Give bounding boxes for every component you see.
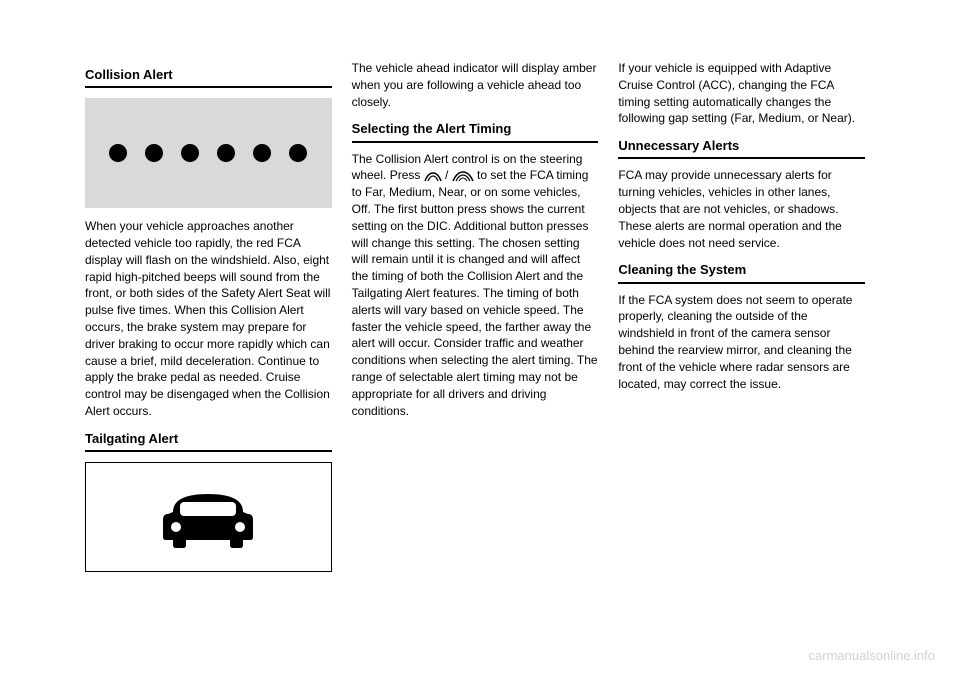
column-3: If your vehicle is equipped with Adaptiv… — [618, 60, 865, 582]
gap-increase-icon — [452, 170, 474, 182]
collision-alert-dots-figure — [85, 98, 332, 208]
icon-separator: / — [442, 168, 452, 182]
alert-timing-description: The Collision Alert control is on the st… — [352, 151, 599, 420]
timing-text-post: to set the FCA timing to Far, Medium, Ne… — [352, 168, 598, 417]
cleaning-system-text: If the FCA system does not seem to opera… — [618, 292, 865, 393]
tailgating-description: The vehicle ahead indicator will display… — [352, 60, 599, 110]
manual-page: Collision Alert When your vehicle approa… — [0, 0, 960, 632]
vehicle-ahead-icon — [158, 482, 258, 552]
alert-dot — [217, 144, 235, 162]
alert-dot — [289, 144, 307, 162]
tailgating-vehicle-figure — [85, 462, 332, 572]
alert-dot — [181, 144, 199, 162]
heading-alert-timing: Selecting the Alert Timing — [352, 120, 599, 142]
column-1: Collision Alert When your vehicle approa… — [85, 60, 332, 582]
acc-note: If your vehicle is equipped with Adaptiv… — [618, 60, 865, 127]
collision-alert-description: When your vehicle approaches another det… — [85, 218, 332, 420]
column-2: The vehicle ahead indicator will display… — [352, 60, 599, 582]
heading-unnecessary-alerts: Unnecessary Alerts — [618, 137, 865, 159]
heading-tailgating-alert: Tailgating Alert — [85, 430, 332, 452]
alert-dot — [109, 144, 127, 162]
watermark-text: carmanualsonline.info — [809, 648, 935, 663]
red-dots-row — [109, 144, 307, 162]
heading-cleaning-system: Cleaning the System — [618, 261, 865, 283]
heading-collision-alert: Collision Alert — [85, 66, 332, 88]
alert-dot — [145, 144, 163, 162]
gap-decrease-icon — [424, 170, 442, 182]
alert-dot — [253, 144, 271, 162]
unnecessary-alerts-text: FCA may provide unnecessary alerts for t… — [618, 167, 865, 251]
